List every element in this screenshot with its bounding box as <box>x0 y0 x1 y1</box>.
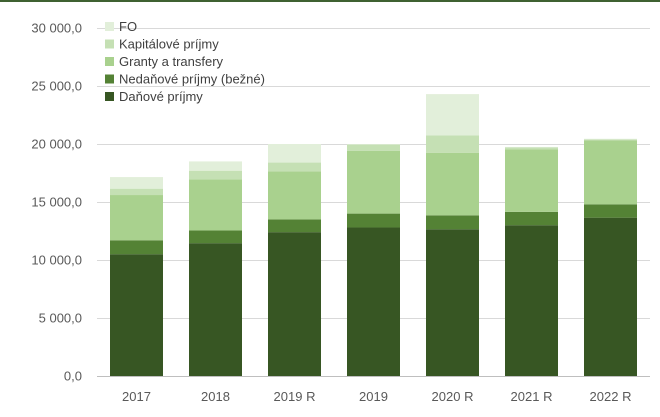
x-axis-ticks: 2017 2018 2019 R 2019 2020 R 2021 R 2022 R <box>122 389 631 404</box>
legend-item: Granty a transfery <box>105 54 224 69</box>
bar-segment <box>189 243 242 376</box>
x-tick-label: 2021 R <box>511 389 553 404</box>
bar-segment <box>505 149 558 212</box>
bar-segment <box>584 139 637 141</box>
x-tick-label: 2017 <box>122 389 151 404</box>
bar-segment <box>426 94 479 136</box>
bar-segment <box>426 229 479 376</box>
bar-segment <box>584 138 637 140</box>
legend-item: Kapitálové príjmy <box>105 37 219 52</box>
bar-segment <box>189 230 242 244</box>
bar-segment <box>426 152 479 216</box>
y-tick-label: 25 000,0 <box>31 79 82 94</box>
bar-segment <box>189 170 242 180</box>
legend-item: FO <box>105 19 137 34</box>
legend-label: Granty a transfery <box>119 54 224 69</box>
legend-swatch <box>105 57 114 66</box>
legend-item: Daňové príjmy <box>105 89 203 104</box>
bar-segment <box>268 162 321 172</box>
bar-stack <box>505 146 558 376</box>
bar-segment <box>110 254 163 376</box>
bar-stack <box>110 177 163 376</box>
bar-segment <box>347 144 400 151</box>
x-tick-label: 2018 <box>201 389 230 404</box>
y-tick-label: 20 000,0 <box>31 137 82 152</box>
bar-segment <box>505 147 558 150</box>
legend-label: Kapitálové príjmy <box>119 37 219 52</box>
legend-swatch <box>105 74 114 84</box>
bar-segment <box>347 150 400 214</box>
x-tick-label: 2020 R <box>432 389 474 404</box>
top-rule <box>0 0 660 2</box>
bar-segment <box>426 135 479 153</box>
bar-segment <box>347 144 400 145</box>
bar-segment <box>505 225 558 376</box>
bar-segment <box>268 232 321 376</box>
x-tick-label: 2019 <box>359 389 388 404</box>
bar-segment <box>505 146 558 148</box>
bar-segment <box>584 140 637 205</box>
legend-swatch <box>105 92 114 101</box>
bar-segment <box>584 204 637 218</box>
bar-segment <box>110 177 163 189</box>
bar-segment <box>347 227 400 376</box>
bar-segment <box>268 144 321 163</box>
y-tick-label: 15 000,0 <box>31 195 82 210</box>
bar-segment <box>584 217 637 376</box>
bars <box>110 94 637 376</box>
bar-stack <box>584 138 637 376</box>
bar-segment <box>268 219 321 233</box>
legend-label: Daňové príjmy <box>119 89 203 104</box>
bar-stack <box>189 161 242 376</box>
legend: FO Kapitálové príjmy Granty a transfery Ned… <box>105 19 265 104</box>
y-tick-label: 10 000,0 <box>31 253 82 268</box>
bar-segment <box>505 211 558 226</box>
bar-segment <box>110 195 163 241</box>
y-axis-ticks: 0,0 5 000,0 10 000,0 15 000,0 20 000,0 25 000… <box>31 21 82 384</box>
legend-label: FO <box>119 19 137 34</box>
bar-segment <box>110 240 163 255</box>
bar-segment <box>110 188 163 196</box>
bar-stack <box>347 144 400 376</box>
legend-swatch <box>105 39 114 49</box>
x-tick-label: 2022 R <box>590 389 632 404</box>
bar-segment <box>189 161 242 171</box>
y-tick-label: 5 000,0 <box>39 311 82 326</box>
y-tick-label: 30 000,0 <box>31 21 82 36</box>
legend-swatch <box>105 22 114 31</box>
bar-segment <box>426 215 479 230</box>
x-tick-label: 2019 R <box>274 389 316 404</box>
y-tick-label: 0,0 <box>64 369 82 384</box>
bar-segment <box>189 179 242 231</box>
bar-stack <box>268 144 321 376</box>
bar-segment <box>268 171 321 220</box>
legend-label: Nedaňové príjmy (bežné) <box>119 72 265 87</box>
legend-item: Nedaňové príjmy (bežné) <box>105 72 265 87</box>
bar-stack <box>426 94 479 376</box>
bar-segment <box>347 213 400 228</box>
